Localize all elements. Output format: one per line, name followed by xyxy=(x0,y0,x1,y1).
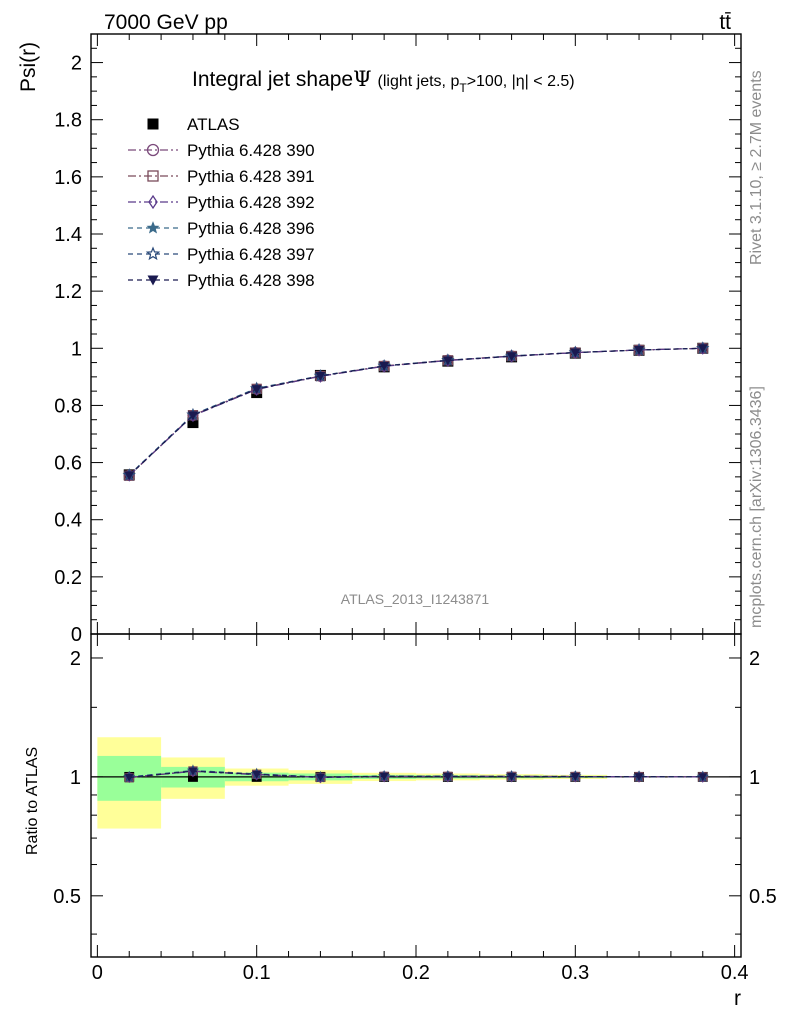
ratio-point-6 xyxy=(124,773,134,782)
x-tick-label: 0.2 xyxy=(402,962,430,984)
ratio-point-6 xyxy=(252,770,262,779)
legend-marker-atlas xyxy=(147,118,159,130)
chart-title-sub: T xyxy=(459,81,467,95)
y-tick-label: 0.6 xyxy=(54,453,82,475)
ratio-axis-label: Ratio to ATLAS xyxy=(24,747,41,855)
source-label: mcplots.cern.ch [arXiv:1306.3436] xyxy=(748,386,765,628)
series-point-6 xyxy=(697,344,708,354)
chart-title: Integral jet shapeΨ (light jets, pT>100, … xyxy=(192,67,575,95)
legend-marker-2 xyxy=(147,170,159,182)
ratio-tick-label-right: 1 xyxy=(749,767,760,789)
process-label: tt̄ xyxy=(719,11,731,34)
chart-title-main: Integral jet shape xyxy=(192,68,353,91)
ratio-line-6 xyxy=(129,770,703,779)
series-point-6 xyxy=(379,361,390,371)
series-point-6 xyxy=(124,471,135,481)
y-tick-label: 0.8 xyxy=(54,395,82,417)
legend-marker-3 xyxy=(148,194,158,210)
main-panel: 0 0.2 0.4 0.6 0.8 1 1.2 1.4 1.6 1.8 2 xyxy=(54,33,742,646)
y-tick-label: 1.8 xyxy=(54,110,82,132)
legend-label-atlas: ATLAS xyxy=(187,115,240,134)
y-tick-label: 1 xyxy=(71,338,82,360)
ratio-point-6 xyxy=(698,773,708,782)
chart-title-symbol: Ψ xyxy=(353,67,371,91)
series-line-2 xyxy=(128,347,703,477)
legend-label-3: Pythia 6.428 392 xyxy=(187,193,315,212)
ratio-tick-label-right: 2 xyxy=(749,648,760,670)
y-tick-label: 0 xyxy=(71,624,82,646)
ratio-tick-label-right: 0.5 xyxy=(749,886,777,908)
y-tick-label: 1.2 xyxy=(54,281,82,303)
chart-title-detail: (light jets, p xyxy=(378,73,460,90)
chart-title-detail-end: >100, |η| < 2.5) xyxy=(467,73,575,90)
y-tick-label: 0.4 xyxy=(54,510,82,532)
series-point-6 xyxy=(506,352,517,362)
legend-label-1: Pythia 6.428 390 xyxy=(187,141,315,160)
ratio-point-6 xyxy=(316,773,325,782)
legend-marker-4 xyxy=(146,221,160,234)
series-line-4 xyxy=(128,347,703,476)
series-line-1 xyxy=(128,347,703,476)
legend-label-5: Pythia 6.428 397 xyxy=(187,245,315,264)
y-tick-label: 1.6 xyxy=(54,167,82,189)
x-tick-label: 0.3 xyxy=(561,962,589,984)
series-point-6 xyxy=(315,371,326,381)
x-tick-label: 0 xyxy=(92,962,103,984)
series-point-6 xyxy=(634,345,644,355)
ratio-point-6 xyxy=(443,772,453,781)
series-point-6 xyxy=(188,411,198,421)
ratio-point-6 xyxy=(379,772,389,781)
x-axis-label: r xyxy=(734,987,741,1010)
ratio-panel: 0 0.1 0.2 0.3 0.4 0.5 0.5 1 1 2 2 xyxy=(53,633,777,984)
legend: ATLAS Pythia 6.428 390 Pythia 6.428 391 Pyt… xyxy=(128,115,315,290)
ratio-tick-label: 1 xyxy=(70,767,81,789)
ratio-tick-label: 2 xyxy=(70,648,81,670)
series-line-5 xyxy=(128,347,703,476)
ratio-point-6 xyxy=(570,772,580,781)
legend-marker-5 xyxy=(145,246,161,261)
legend-marker-6 xyxy=(147,275,159,286)
x-tick-label: 0.4 xyxy=(721,962,749,984)
legend-label-2: Pythia 6.428 391 xyxy=(187,167,315,186)
legend-label-6: Pythia 6.428 398 xyxy=(187,271,315,290)
series-point-6 xyxy=(251,385,262,395)
legend-marker-1 xyxy=(146,143,160,157)
atlas-data-point xyxy=(187,417,199,429)
analysis-id-label: ATLAS_2013_I1243871 xyxy=(341,591,490,607)
ratio-point-6 xyxy=(188,767,198,776)
series-point-6 xyxy=(570,348,581,358)
y-tick-label: 2 xyxy=(71,53,82,75)
ratio-point-6 xyxy=(634,773,644,782)
x-tick-label: 0.1 xyxy=(243,962,271,984)
ratio-tick-label: 0.5 xyxy=(53,886,81,908)
energy-label: 7000 GeV pp xyxy=(104,11,228,34)
series-line-3 xyxy=(128,347,703,476)
y-axis-label: Psi(r) xyxy=(17,42,40,92)
rivet-version-label: Rivet 3.1.10, ≥ 2.7M events xyxy=(748,70,765,265)
series-point-6 xyxy=(442,356,453,366)
y-tick-label: 1.4 xyxy=(54,224,82,246)
legend-label-4: Pythia 6.428 396 xyxy=(187,219,315,238)
ratio-point-6 xyxy=(507,772,516,781)
series-line-6 xyxy=(128,347,703,476)
y-tick-label: 0.2 xyxy=(54,567,82,589)
